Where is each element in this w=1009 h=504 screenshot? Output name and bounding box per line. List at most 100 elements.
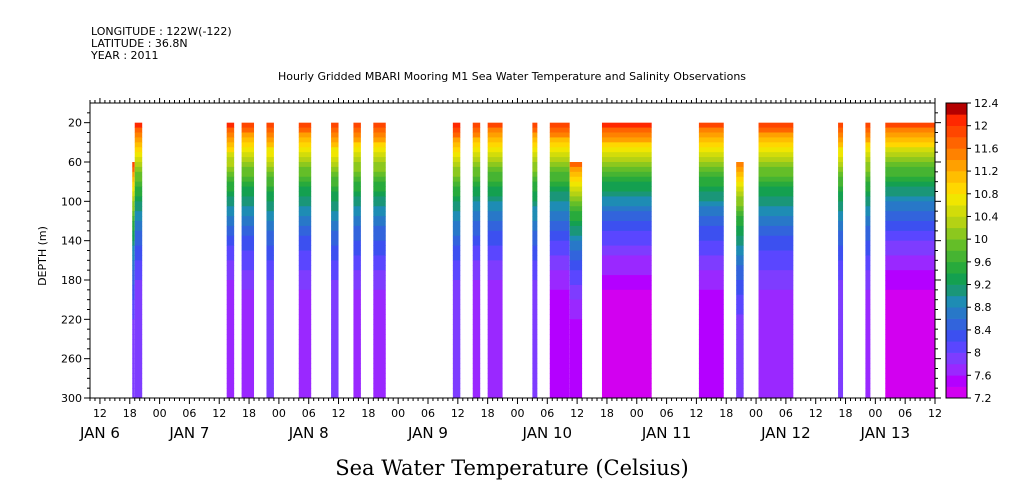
temperature-cell <box>736 245 744 251</box>
temperature-cell <box>865 230 871 237</box>
temperature-cell <box>885 230 935 237</box>
temperature-cell <box>266 216 274 222</box>
temperature-cell <box>698 363 724 369</box>
temperature-cell <box>549 142 570 148</box>
temperature-cell <box>298 216 312 222</box>
temperature-cell <box>865 157 871 163</box>
temperature-cell <box>134 275 143 281</box>
temperature-cell <box>132 348 135 355</box>
temperature-cell <box>331 186 339 192</box>
colorbar-swatch <box>946 329 967 342</box>
temperature-cell <box>472 378 481 384</box>
temperature-cell <box>373 373 386 379</box>
temperature-cell <box>226 299 235 305</box>
temperature-cell <box>373 132 386 138</box>
temperature-cell <box>452 363 461 369</box>
temperature-cell <box>452 383 461 389</box>
temperature-cell <box>736 343 744 350</box>
temperature-cell <box>134 309 143 315</box>
temperature-cell <box>266 191 274 197</box>
temperature-cell <box>472 147 481 153</box>
x-date-label: JAN 11 <box>641 424 692 442</box>
temperature-cell <box>569 363 583 369</box>
temperature-cell <box>885 225 935 232</box>
temperature-cell <box>266 157 274 163</box>
temperature-cell <box>549 235 570 242</box>
temperature-cell <box>226 166 235 173</box>
temperature-cell <box>298 171 312 178</box>
temperature-cell <box>266 171 274 178</box>
temperature-cell <box>487 324 503 330</box>
temperature-cell <box>331 221 339 227</box>
temperature-cell <box>736 284 744 291</box>
temperature-cell <box>549 221 570 227</box>
temperature-cell <box>353 289 361 296</box>
temperature-cell <box>532 393 538 399</box>
temperature-cell <box>241 339 255 345</box>
temperature-cell <box>241 289 255 296</box>
temperature-cell <box>549 388 570 394</box>
temperature-cell <box>885 132 935 138</box>
temperature-cell <box>132 280 135 286</box>
temperature-cell <box>885 314 935 320</box>
x-tick-label: 00 <box>153 407 167 420</box>
colorbar-label: 9.6 <box>974 256 992 269</box>
colorbar-swatch <box>946 307 967 319</box>
temperature-cell <box>758 206 794 212</box>
temperature-cell <box>885 353 935 360</box>
temperature-cell <box>331 304 339 310</box>
temperature-cell <box>532 294 538 301</box>
temperature-cell <box>532 206 538 212</box>
temperature-cell <box>472 358 481 364</box>
temperature-cell <box>331 176 339 183</box>
temperature-cell <box>865 245 871 251</box>
temperature-cell <box>549 255 570 261</box>
temperature-cell <box>331 378 339 384</box>
temperature-cell <box>532 348 538 355</box>
temperature-cell <box>132 324 135 330</box>
temperature-cell <box>549 132 570 138</box>
temperature-cell <box>736 353 744 360</box>
temperature-cell <box>472 324 481 330</box>
temperature-cell <box>134 201 143 207</box>
temperature-cell <box>298 284 312 291</box>
temperature-cell <box>865 250 871 256</box>
temperature-cell <box>736 196 744 202</box>
temperature-cell <box>698 142 724 148</box>
temperature-cell <box>487 191 503 197</box>
temperature-cell <box>569 181 583 187</box>
temperature-cell <box>532 142 538 148</box>
temperature-cell <box>373 363 386 369</box>
temperature-cell <box>758 166 794 173</box>
temperature-cell <box>373 319 386 325</box>
temperature-cell <box>132 162 135 168</box>
temperature-cell <box>241 186 255 192</box>
temperature-cell <box>132 304 135 310</box>
temperature-cell <box>865 275 871 281</box>
temperature-cell <box>132 284 135 291</box>
temperature-cell <box>266 245 274 251</box>
temperature-cell <box>838 225 844 232</box>
y-tick-label: 20 <box>68 117 82 130</box>
temperature-cell <box>266 280 274 286</box>
temperature-cell <box>331 329 339 335</box>
temperature-cell <box>838 127 844 133</box>
temperature-cell <box>298 260 312 266</box>
temperature-cell <box>601 186 652 192</box>
temperature-cell <box>549 206 570 212</box>
temperature-cell <box>487 250 503 256</box>
temperature-cell <box>601 162 652 168</box>
temperature-cell <box>331 225 339 232</box>
temperature-cell <box>885 309 935 315</box>
temperature-cell <box>736 294 744 301</box>
temperature-cell <box>241 137 255 143</box>
temperature-cell <box>698 329 724 335</box>
temperature-cell <box>698 383 724 389</box>
temperature-cell <box>132 171 135 178</box>
temperature-cell <box>452 216 461 222</box>
temperature-cell <box>331 235 339 242</box>
temperature-cell <box>698 221 724 227</box>
temperature-cell <box>452 368 461 374</box>
temperature-cell <box>134 132 143 138</box>
temperature-cell <box>758 132 794 138</box>
